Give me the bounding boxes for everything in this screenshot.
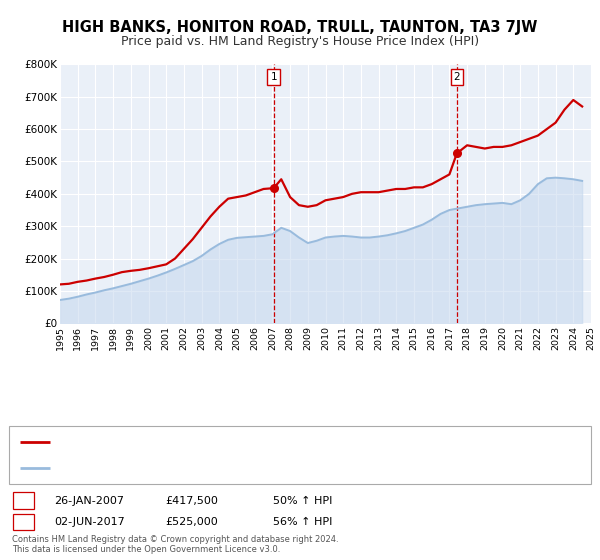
Text: 1: 1 [20,496,27,506]
Text: Contains HM Land Registry data © Crown copyright and database right 2024.: Contains HM Land Registry data © Crown c… [12,535,338,544]
Text: 02-JUN-2017: 02-JUN-2017 [54,517,125,527]
Text: This data is licensed under the Open Government Licence v3.0.: This data is licensed under the Open Gov… [12,545,280,554]
Text: 50% ↑ HPI: 50% ↑ HPI [273,496,332,506]
Text: 56% ↑ HPI: 56% ↑ HPI [273,517,332,527]
Text: HIGH BANKS, HONITON ROAD, TRULL, TAUNTON, TA3 7JW (detached house): HIGH BANKS, HONITON ROAD, TRULL, TAUNTON… [57,437,451,447]
Text: £417,500: £417,500 [165,496,218,506]
Text: 1: 1 [271,72,277,82]
Text: £525,000: £525,000 [165,517,218,527]
Text: Price paid vs. HM Land Registry's House Price Index (HPI): Price paid vs. HM Land Registry's House … [121,35,479,48]
Text: 26-JAN-2007: 26-JAN-2007 [54,496,124,506]
Text: 2: 2 [20,517,27,527]
Text: HIGH BANKS, HONITON ROAD, TRULL, TAUNTON, TA3 7JW: HIGH BANKS, HONITON ROAD, TRULL, TAUNTON… [62,20,538,35]
Text: HPI: Average price, detached house, Somerset: HPI: Average price, detached house, Some… [57,463,300,473]
Text: 2: 2 [454,72,460,82]
